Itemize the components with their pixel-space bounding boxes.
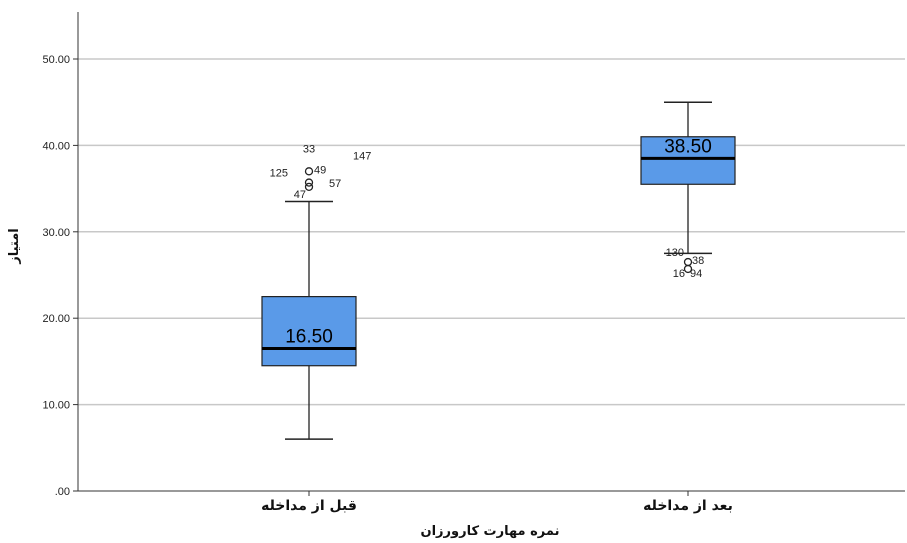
outlier-label: 16 (673, 268, 685, 280)
outlier-label: 38 (692, 255, 704, 267)
x-category-label: بعد از مداخله (643, 498, 733, 514)
box-2: 38.50 130 38 16 94 (640, 101, 736, 280)
iqr-box (640, 136, 736, 185)
outlier-point (683, 264, 693, 274)
x-axis-categories: قبل از مداخله بعد از مداخله (261, 491, 733, 514)
y-axis-ticks: .00 10.00 20.00 30.00 40.00 50.00 (42, 54, 78, 498)
outlier-point (683, 257, 693, 267)
median-label: 16.50 (285, 326, 333, 347)
y-tick-label: 30.00 (42, 227, 70, 239)
y-tick-label: 20.00 (42, 313, 70, 325)
x-category-label: قبل از مداخله (261, 498, 357, 514)
outlier-point (304, 167, 314, 176)
outlier-label: 130 (666, 247, 684, 259)
outlier-label: 33 (303, 143, 315, 155)
outlier-label: 94 (690, 268, 702, 280)
y-tick-label: .00 (55, 486, 70, 498)
outlier-point (304, 178, 314, 187)
outlier-label: 47 (294, 189, 306, 201)
outlier-label: 49 (314, 165, 326, 177)
y-tick-label: 10.00 (42, 400, 70, 412)
outlier-label: 125 (270, 168, 288, 180)
x-axis-title: نمره مهارت کارورزان (421, 524, 560, 539)
outlier-label: 147 (353, 150, 371, 162)
y-tick-label: 50.00 (42, 54, 70, 66)
gridlines (78, 58, 905, 406)
median-label: 38.50 (664, 136, 712, 157)
outlier-label: 57 (329, 178, 341, 190)
iqr-box (261, 296, 357, 367)
y-axis-title: امتیاز (7, 228, 22, 264)
y-tick-label: 40.00 (42, 140, 70, 152)
axes (77, 12, 905, 492)
outlier-point (304, 182, 314, 192)
